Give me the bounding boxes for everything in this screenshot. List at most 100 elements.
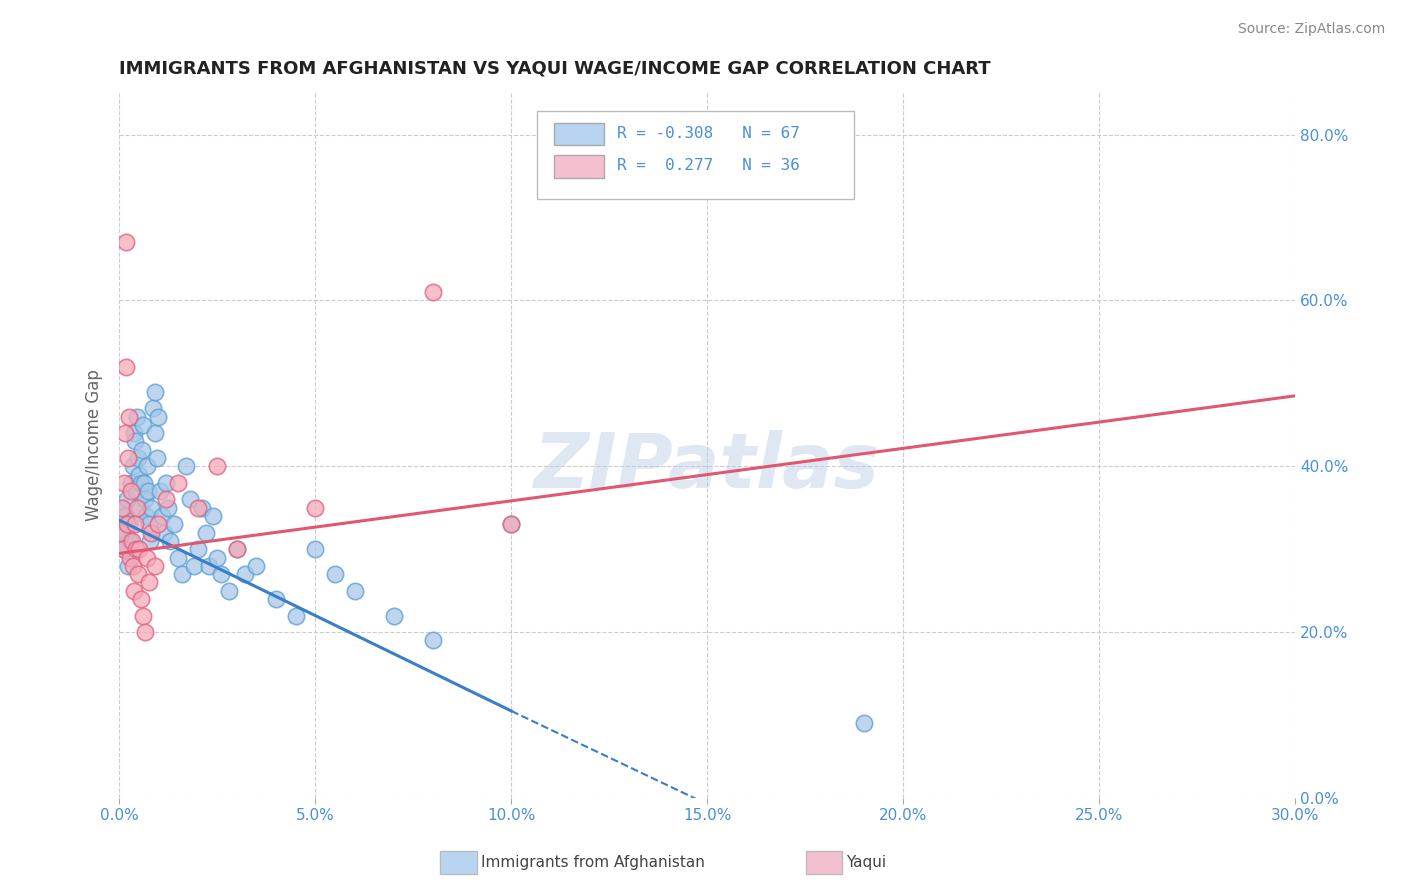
Point: [148, 409, 170, 424]
Point: [174, 459, 197, 474]
Point: [129, 475, 152, 490]
Point: [143, 558, 166, 573]
Point: [128, 467, 150, 482]
Point: [122, 583, 145, 598]
Text: IMMIGRANTS FROM AFGHANISTAN VS YAQUI WAGE/INCOME GAP CORRELATION CHART: IMMIGRANTS FROM AFGHANISTAN VS YAQUI WAG…: [120, 60, 991, 78]
Point: [135, 509, 157, 524]
Point: [209, 567, 232, 582]
Point: [304, 500, 326, 515]
Point: [187, 542, 209, 557]
Point: [132, 608, 155, 623]
Point: [139, 533, 162, 548]
Point: [422, 633, 444, 648]
Point: [134, 492, 156, 507]
Point: [139, 525, 162, 540]
Point: [143, 384, 166, 399]
Point: [167, 475, 190, 490]
Point: [152, 509, 174, 524]
Point: [159, 533, 181, 548]
FancyBboxPatch shape: [537, 111, 855, 199]
Point: [194, 525, 217, 540]
Text: R = -0.308   N = 67: R = -0.308 N = 67: [617, 126, 800, 141]
Point: [145, 450, 167, 465]
Point: [155, 475, 177, 490]
Point: [323, 567, 346, 582]
Point: [112, 475, 135, 490]
Point: [127, 450, 149, 465]
Point: [157, 500, 180, 515]
Point: [245, 558, 267, 573]
Point: [149, 484, 172, 499]
Point: [118, 409, 141, 424]
Point: [115, 359, 138, 374]
Point: [187, 500, 209, 515]
Point: [112, 500, 135, 515]
Point: [304, 542, 326, 557]
Point: [124, 517, 146, 532]
Point: [117, 450, 139, 465]
Text: R =  0.277   N = 36: R = 0.277 N = 36: [617, 158, 800, 173]
Point: [125, 500, 148, 515]
Point: [264, 592, 287, 607]
Point: [207, 459, 229, 474]
Point: [138, 517, 160, 532]
Point: [207, 550, 229, 565]
Point: [501, 517, 523, 532]
Point: [120, 533, 142, 548]
Point: [110, 517, 132, 532]
Point: [111, 533, 134, 548]
Point: [125, 484, 148, 499]
Point: [142, 401, 165, 416]
Point: [501, 517, 523, 532]
Point: [125, 409, 148, 424]
Point: [155, 492, 177, 507]
Point: [120, 550, 142, 565]
Point: [118, 517, 141, 532]
Point: [132, 417, 155, 432]
Point: [163, 517, 186, 532]
Point: [125, 542, 148, 557]
Point: [124, 434, 146, 449]
Point: [121, 533, 143, 548]
Point: [129, 592, 152, 607]
Point: [382, 608, 405, 623]
Point: [110, 525, 132, 540]
Text: Yaqui: Yaqui: [846, 855, 887, 870]
Point: [179, 492, 201, 507]
Point: [112, 542, 135, 557]
Point: [114, 509, 136, 524]
Text: ZIPatlas: ZIPatlas: [534, 430, 880, 504]
Point: [135, 550, 157, 565]
Point: [127, 567, 149, 582]
Point: [167, 550, 190, 565]
Point: [128, 542, 150, 557]
Point: [131, 442, 153, 457]
Point: [120, 484, 142, 499]
FancyBboxPatch shape: [554, 155, 603, 178]
Point: [284, 608, 307, 623]
Point: [218, 583, 240, 598]
Text: Source: ZipAtlas.com: Source: ZipAtlas.com: [1237, 22, 1385, 37]
Point: [183, 558, 205, 573]
Point: [202, 509, 225, 524]
Point: [343, 583, 366, 598]
Point: [122, 426, 145, 441]
Point: [148, 517, 170, 532]
Point: [115, 492, 138, 507]
Point: [115, 235, 138, 250]
Point: [115, 525, 138, 540]
Point: [114, 426, 136, 441]
Point: [111, 500, 134, 515]
Point: [120, 475, 142, 490]
Point: [115, 517, 138, 532]
Y-axis label: Wage/Income Gap: Wage/Income Gap: [86, 369, 103, 522]
Point: [139, 500, 162, 515]
FancyBboxPatch shape: [554, 123, 603, 145]
Point: [138, 575, 160, 590]
Point: [128, 500, 150, 515]
Point: [153, 525, 176, 540]
Point: [135, 459, 157, 474]
Point: [122, 558, 145, 573]
Point: [117, 558, 139, 573]
Point: [233, 567, 256, 582]
